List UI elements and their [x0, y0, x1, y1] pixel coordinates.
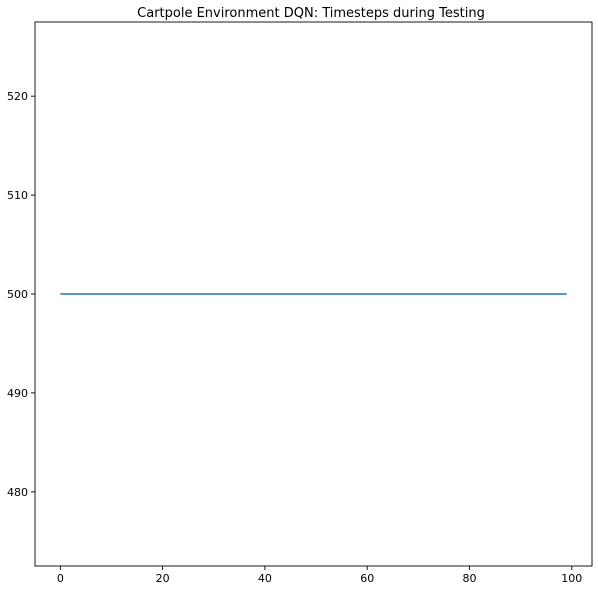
x-tick-label: 80 — [463, 572, 477, 585]
x-tick-label: 100 — [561, 572, 582, 585]
x-tick-label: 40 — [258, 572, 272, 585]
y-tick-label: 510 — [7, 189, 28, 202]
y-tick-label: 480 — [7, 486, 28, 499]
x-tick-label: 0 — [57, 572, 64, 585]
y-tick-label: 490 — [7, 387, 28, 400]
x-tick-label: 60 — [360, 572, 374, 585]
axes-layer: 0 20 40 60 80 100 480 490 500 510 520 — [7, 21, 593, 585]
x-tick-label: 20 — [156, 572, 170, 585]
y-tick-label: 500 — [7, 288, 28, 301]
chart-title: Cartpole Environment DQN: Timesteps duri… — [137, 6, 485, 21]
y-tick-label: 520 — [7, 90, 28, 103]
